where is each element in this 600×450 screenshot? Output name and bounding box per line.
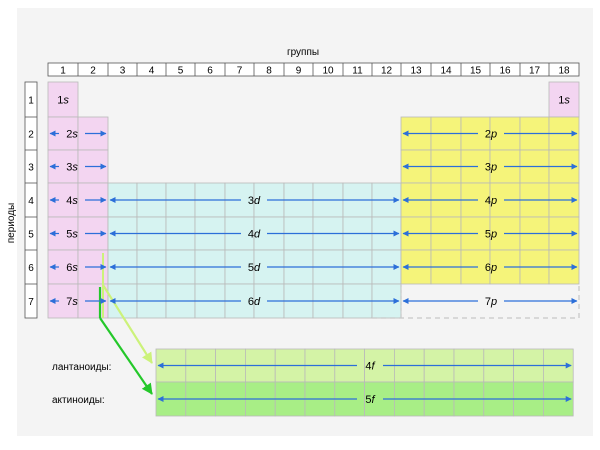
d-orbital-label: 5d [248,262,261,274]
group-number: 18 [558,66,570,77]
period-number: 4 [28,196,34,207]
period-number-header: 1 2 3 4 5 6 7 [24,81,38,319]
group-number: 12 [381,66,393,77]
period-7-p-block-outline [372,284,580,319]
period-number: 5 [28,230,34,241]
groups-axis-title: группы [287,47,319,58]
group-number: 8 [266,66,272,77]
group-number: 7 [237,66,243,77]
group-number: 9 [296,66,302,77]
lanthanoids-label: лантаноиды: [52,362,111,373]
s-block-cell [47,149,79,184]
s-orbital-label: 6s [66,262,78,274]
group-number: 14 [440,66,452,77]
d-orbital-label: 4d [248,229,261,241]
s-orbital-label: 1s [57,95,69,107]
s-orbital-label: 4s [66,195,78,207]
p-orbital-label: 5p [485,229,497,241]
group-number: 3 [120,66,126,77]
s-orbital-label: 2s [66,129,78,141]
s-orbital-label: 5s [66,229,78,241]
actinoids-label: актиноиды: [52,395,105,406]
group-number: 1 [60,66,66,77]
p-orbital-label: 7p [485,296,497,308]
group-header-frame [47,62,580,77]
p-orbital-label: 2p [485,129,497,141]
group-number: 11 [352,66,363,77]
group-number: 16 [499,66,511,77]
p-orbital-label: 3p [485,162,497,174]
group-number-header: 1 2 3 4 5 6 7 8 9 10 11 12 13 14 15 16 17 18 [47,62,580,77]
periods-axis-title: периоды [6,203,17,244]
period-number: 3 [28,163,34,174]
p-orbital-label: 6p [485,262,497,274]
period-number: 2 [28,130,34,141]
group-number: 4 [149,66,155,77]
p-orbital-label: 4p [485,195,497,207]
group-number: 10 [322,66,334,77]
period-number: 7 [28,297,34,308]
f-orbital-label: 4f [365,361,375,373]
s-block-cell [47,81,79,118]
period-number: 6 [28,263,34,274]
s-orbital-label: 7s [66,296,78,308]
orbital-labels: 1s 1s 2s 3s 4s 5s 6s 7s 3d 4d 5d 6d 2p 3p 4p 5p 6p 7p 4f 5f [57,95,570,407]
group-number: 6 [207,66,213,77]
period-header-frame [24,81,38,319]
orbital-arrows [49,130,578,402]
period-number: 1 [28,96,34,107]
s-orbital-label: 1s [558,95,570,107]
group-number: 2 [90,66,96,77]
actinoid-pointer-arrow [99,317,153,395]
group-number: 13 [410,66,422,77]
d-orbital-label: 3d [248,195,261,207]
group-number: 15 [470,66,482,77]
s-orbital-label: 3s [66,162,78,174]
group-number: 5 [178,66,184,77]
f-orbital-label: 5f [365,394,375,406]
f-block-pointers [98,253,153,395]
d-orbital-label: 6d [248,296,261,308]
s-block-cell [548,81,580,118]
group-number: 17 [529,66,541,77]
